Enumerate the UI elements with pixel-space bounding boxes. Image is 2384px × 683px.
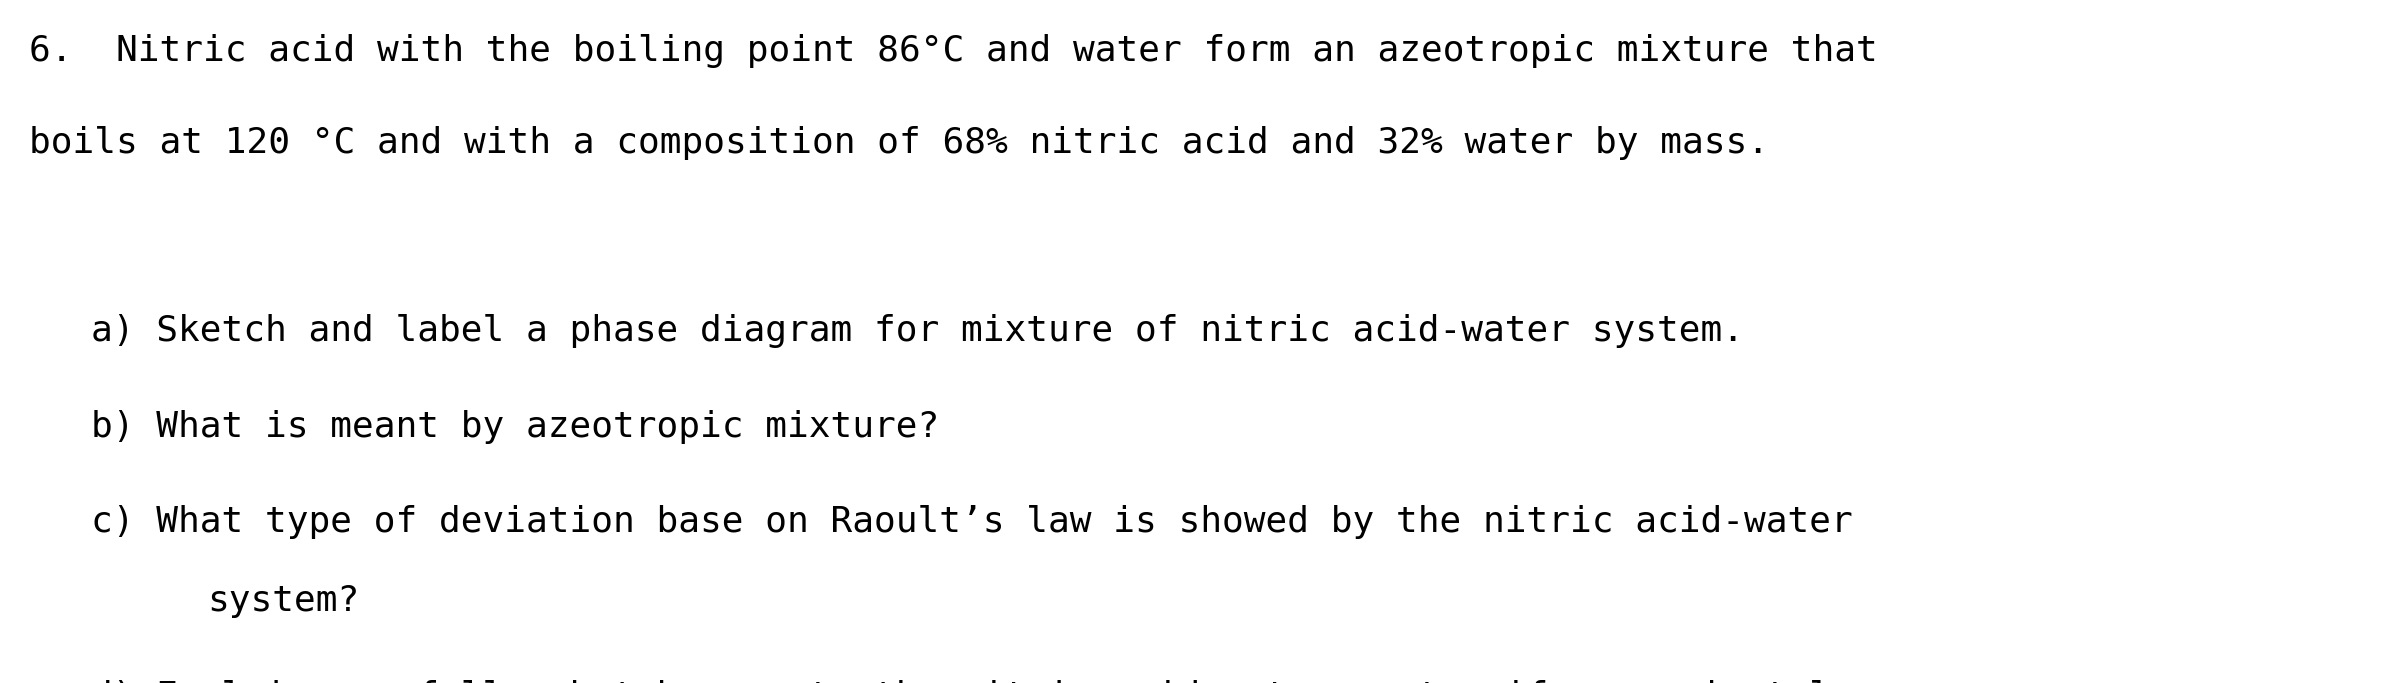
- Text: system?: system?: [207, 584, 360, 618]
- Text: boils at 120 °C and with a composition of 68% nitric acid and 32% water by mass.: boils at 120 °C and with a composition o…: [29, 126, 1769, 161]
- Text: d) Explain carefully what happen to the nitric acid-water system if approximatel: d) Explain carefully what happen to the …: [91, 680, 1852, 683]
- Text: a) Sketch and label a phase diagram for mixture of nitric acid-water system.: a) Sketch and label a phase diagram for …: [91, 314, 1743, 348]
- Text: 6.  Nitric acid with the boiling point 86°C and water form an azeotropic mixture: 6. Nitric acid with the boiling point 86…: [29, 34, 1876, 68]
- Text: b) What is meant by azeotropic mixture?: b) What is meant by azeotropic mixture?: [91, 410, 939, 444]
- Text: c) What type of deviation base on Raoult’s law is showed by the nitric acid-wate: c) What type of deviation base on Raoult…: [91, 505, 1852, 540]
